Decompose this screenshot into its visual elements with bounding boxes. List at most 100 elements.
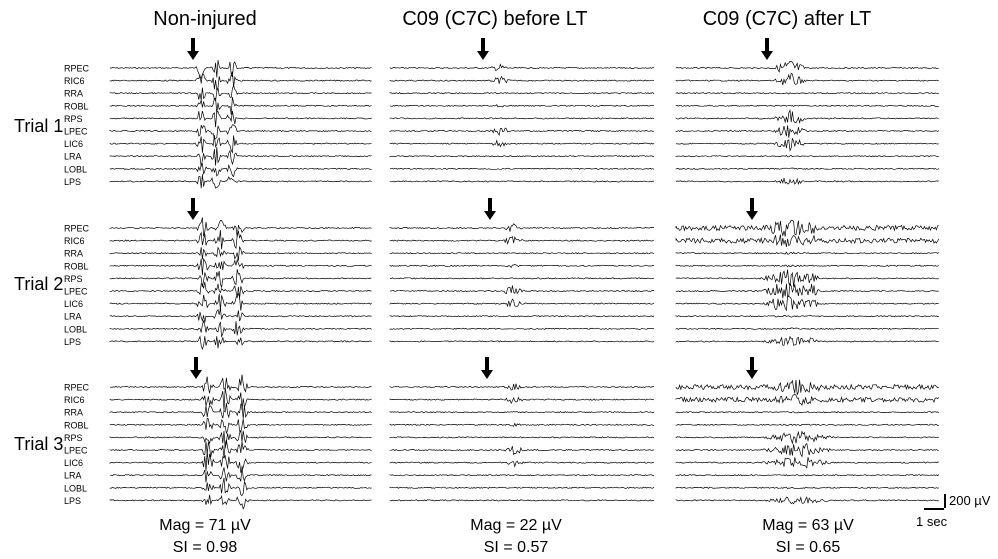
- emg-trace-lic6-col-1-trial-1: [109, 135, 372, 154]
- emg-trace-rpec-col-1-trial-3: [109, 374, 372, 394]
- channel-label-rps-trial-3: RPS: [64, 433, 83, 443]
- footer-after-lt: Mag = 63 µV SI = 0.65: [708, 515, 908, 559]
- emg-trace-lic6-col-2-trial-2: [389, 298, 655, 308]
- emg-trace-lps-col-1-trial-2: [109, 335, 372, 351]
- mag-non-injured: Mag = 71 µV: [159, 517, 251, 534]
- stimulus-arrow-col-1-trial-3: [190, 357, 202, 379]
- channel-label-robl-trial-2: ROBL: [64, 261, 89, 271]
- emg-trace-rpec-col-1-trial-2: [109, 217, 372, 238]
- stimulus-arrow-col-3-trial-1: [761, 38, 773, 60]
- emg-trace-rps-col-2-trial-3: [389, 436, 655, 439]
- channel-label-lic6-trial-3: LIC6: [64, 458, 83, 468]
- emg-trace-rpec-col-2-trial-1: [389, 63, 655, 71]
- emg-trace-ric6-col-3-trial-2: [675, 234, 940, 247]
- channel-label-lra-trial-3: LRA: [64, 471, 82, 481]
- stimulus-arrow-col-2-trial-2: [484, 198, 496, 220]
- emg-trace-rps-col-2-trial-1: [389, 117, 655, 120]
- emg-trace-lpec-col-2-trial-1: [389, 127, 655, 137]
- emg-trace-rra-col-2-trial-1: [389, 92, 655, 95]
- emg-trace-ric6-col-2-trial-2: [389, 235, 655, 245]
- channel-label-lpec-trial-2: LPEC: [64, 287, 88, 297]
- emg-trace-ric6-col-2-trial-3: [389, 396, 655, 405]
- emg-trace-lobl-col-1-trial-2: [109, 319, 372, 338]
- stimulus-arrow-col-1-trial-1: [187, 38, 199, 60]
- channel-label-rra-trial-2: RRA: [64, 249, 83, 259]
- emg-trace-robl-col-3-trial-2: [675, 264, 939, 268]
- emg-trace-lps-col-2-trial-2: [389, 340, 655, 343]
- channel-label-robl-trial-3: ROBL: [64, 420, 89, 430]
- emg-trace-lra-col-2-trial-3: [389, 474, 655, 477]
- channel-label-rpec-trial-3: RPEC: [64, 383, 90, 393]
- emg-trace-lobl-col-3-trial-1: [675, 167, 939, 170]
- emg-trace-rpec-col-3-trial-2: [675, 219, 939, 237]
- emg-trace-rpec-col-3-trial-1: [675, 60, 939, 73]
- channel-label-rps-trial-2: RPS: [64, 274, 83, 284]
- emg-trace-lobl-col-1-trial-1: [109, 162, 372, 178]
- emg-trace-lra-col-3-trial-2: [675, 315, 939, 318]
- emg-trace-lpec-col-3-trial-2: [675, 282, 939, 299]
- column-title-before-lt: C09 (C7C) before LT: [402, 8, 588, 30]
- emg-trace-rra-col-3-trial-3: [675, 410, 940, 414]
- channel-label-rps-trial-1: RPS: [64, 114, 83, 124]
- channel-label-lobl-trial-1: LOBL: [64, 164, 87, 174]
- emg-trace-lps-col-1-trial-3: [109, 494, 372, 510]
- mag-after-lt: Mag = 63 µV: [762, 517, 854, 534]
- emg-trace-lpec-col-2-trial-2: [389, 285, 655, 295]
- channel-label-lra-trial-2: LRA: [64, 312, 82, 322]
- footer-non-injured: Mag = 71 µV SI = 0.98: [105, 515, 305, 559]
- stimulus-arrow-col-1-trial-2: [187, 198, 199, 220]
- emg-trace-rpec-col-3-trial-3: [675, 379, 939, 395]
- column-title-non-injured: Non-injured: [153, 8, 257, 30]
- emg-trace-rps-col-3-trial-3: [675, 430, 939, 445]
- emg-trace-robl-col-2-trial-2: [389, 264, 655, 269]
- si-after-lt: SI = 0.65: [775, 539, 841, 556]
- emg-trace-ric6-col-2-trial-1: [389, 75, 655, 84]
- emg-trace-lra-col-3-trial-3: [675, 474, 940, 477]
- trial-label-3: Trial 3: [14, 434, 64, 454]
- emg-trace-lic6-col-1-trial-3: [109, 451, 372, 473]
- emg-trace-lra-col-1-trial-3: [110, 465, 372, 483]
- emg-trace-lps-col-3-trial-2: [675, 335, 939, 346]
- channel-label-lic6-trial-2: LIC6: [64, 299, 83, 309]
- emg-trace-rps-col-3-trial-2: [675, 269, 939, 287]
- emg-trace-robl-col-2-trial-1: [389, 104, 655, 108]
- emg-trace-rps-col-2-trial-2: [389, 277, 655, 280]
- emg-trace-rra-col-1-trial-2: [109, 245, 372, 261]
- stimulus-arrow-col-3-trial-2: [746, 198, 758, 220]
- emg-trace-rps-col-1-trial-3: [109, 429, 372, 449]
- emg-trace-lobl-col-2-trial-2: [389, 327, 655, 330]
- emg-trace-lpec-col-1-trial-1: [109, 124, 372, 140]
- trial-label-2: Trial 2: [14, 274, 64, 294]
- channel-label-lobl-trial-3: LOBL: [64, 483, 87, 493]
- emg-trace-ric6-col-1-trial-1: [109, 71, 372, 91]
- emg-trace-rps-col-1-trial-1: [109, 110, 372, 128]
- scale-bar-vertical: [944, 494, 946, 508]
- emg-trace-rps-col-1-trial-2: [109, 269, 372, 288]
- emg-trace-ric6-col-3-trial-1: [675, 72, 939, 86]
- scale-time-label: 1 sec: [916, 514, 948, 529]
- emg-trace-lic6-col-3-trial-3: [675, 457, 939, 469]
- emg-trace-lra-col-2-trial-1: [389, 155, 655, 158]
- emg-trace-lic6-col-3-trial-1: [675, 138, 939, 152]
- emg-trace-lps-col-2-trial-3: [389, 499, 655, 502]
- emg-trace-lps-col-3-trial-3: [675, 496, 939, 505]
- emg-trace-lpec-col-2-trial-3: [389, 446, 654, 456]
- channel-label-ric6-trial-1: RIC6: [64, 76, 85, 86]
- emg-trace-lobl-col-1-trial-3: [109, 477, 372, 497]
- si-non-injured: SI = 0.98: [172, 539, 238, 556]
- emg-trace-robl-col-1-trial-1: [109, 97, 372, 115]
- emg-trace-rpec-col-2-trial-3: [389, 383, 655, 391]
- emg-trace-rra-col-1-trial-1: [109, 84, 372, 102]
- channel-label-lps-trial-2: LPS: [64, 337, 81, 347]
- channel-label-lpec-trial-1: LPEC: [64, 127, 88, 137]
- emg-trace-rps-col-3-trial-1: [675, 108, 939, 124]
- channel-label-lps-trial-1: LPS: [64, 177, 81, 187]
- emg-trace-lic6-col-2-trial-3: [389, 460, 655, 468]
- channel-label-rra-trial-1: RRA: [64, 89, 83, 99]
- channel-label-robl-trial-1: ROBL: [64, 101, 89, 111]
- emg-trace-lobl-col-2-trial-3: [389, 486, 655, 489]
- column-title-after-lt: C09 (C7C) after LT: [702, 8, 872, 30]
- trial-label-1: Trial 1: [14, 116, 64, 136]
- channel-label-lobl-trial-2: LOBL: [64, 324, 87, 334]
- channel-label-rpec-trial-1: RPEC: [64, 64, 90, 74]
